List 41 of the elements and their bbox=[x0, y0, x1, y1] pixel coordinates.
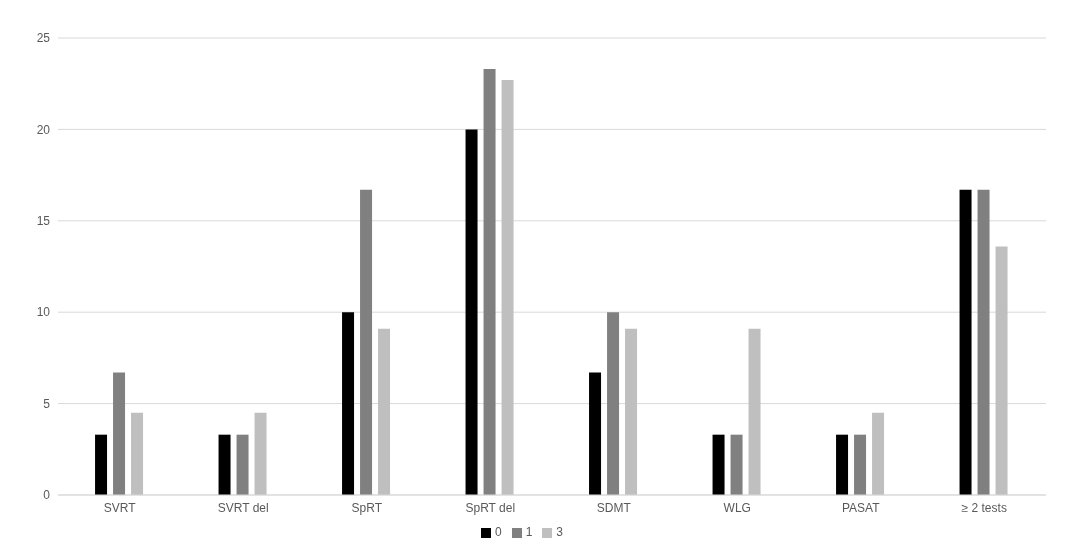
legend-label: 1 bbox=[525, 525, 533, 539]
x-tick-label: ≥ 2 tests bbox=[961, 500, 1007, 515]
y-tick-label: 20 bbox=[36, 122, 51, 137]
bar bbox=[589, 372, 602, 495]
bar bbox=[465, 129, 478, 495]
bar bbox=[378, 328, 391, 495]
x-tick-label: PASAT bbox=[841, 500, 881, 515]
bar bbox=[218, 434, 231, 495]
x-tick-label: SVRT del bbox=[217, 500, 269, 515]
bar bbox=[730, 434, 743, 495]
y-tick-label: 25 bbox=[36, 31, 51, 46]
bar bbox=[607, 312, 620, 495]
bar bbox=[625, 328, 638, 495]
bar bbox=[748, 328, 761, 495]
bar bbox=[854, 434, 867, 495]
y-tick-label: 5 bbox=[43, 396, 51, 411]
bar bbox=[977, 189, 990, 495]
bar bbox=[113, 372, 126, 495]
bar bbox=[483, 69, 496, 495]
x-tick-label: WLG bbox=[723, 500, 751, 515]
bar bbox=[131, 412, 144, 495]
legend-label: 3 bbox=[556, 525, 564, 539]
bar bbox=[712, 434, 725, 495]
legend-label: 0 bbox=[494, 525, 502, 539]
x-tick-label: SpRT bbox=[351, 500, 383, 515]
y-tick-label: 10 bbox=[36, 305, 51, 320]
bar bbox=[95, 434, 108, 495]
bar bbox=[254, 412, 267, 495]
y-tick-label: 15 bbox=[36, 214, 51, 229]
bar bbox=[995, 246, 1008, 495]
x-tick-label: SDMT bbox=[596, 500, 632, 515]
bar bbox=[236, 434, 249, 495]
x-tick-label: SpRT del bbox=[465, 500, 516, 515]
x-tick-label: SVRT bbox=[103, 500, 137, 515]
bar bbox=[501, 80, 514, 495]
bar bbox=[360, 189, 373, 495]
y-tick-label: 0 bbox=[43, 488, 51, 503]
bar bbox=[342, 312, 355, 495]
bar bbox=[836, 434, 849, 495]
bar bbox=[959, 189, 972, 495]
bar bbox=[872, 412, 885, 495]
